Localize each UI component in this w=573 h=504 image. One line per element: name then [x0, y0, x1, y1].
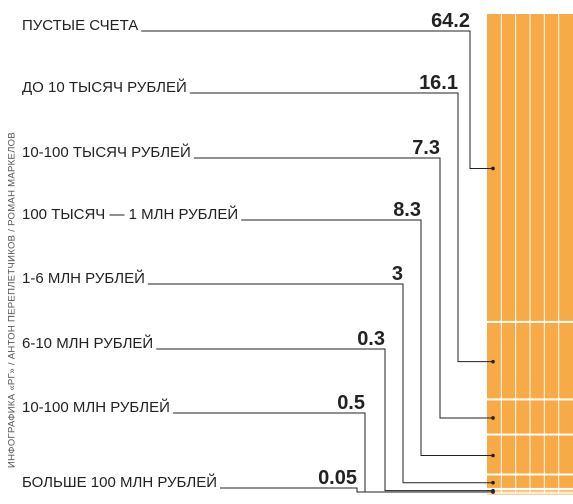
category-label: БОЛЬШЕ 100 МЛН РУБЛЕЙ [22, 473, 217, 491]
connector [147, 283, 493, 484]
connector [156, 348, 493, 492]
value-label: 7.3 [412, 137, 440, 159]
connector [189, 92, 493, 363]
credit: ИНФОГРАФИКА «РГ» / АНТОН ПЕРЕПЛЕТЧИКОВ /… [7, 132, 18, 468]
category-label: ДО 10 ТЫСЯЧ РУБЛЕЙ [22, 78, 187, 96]
category-label: ПУСТЫЕ СЧЕТА [22, 17, 138, 34]
value-label: 0.3 [357, 328, 385, 350]
value-label: 16.1 [419, 72, 458, 94]
connector [220, 487, 493, 493]
value-label: 0.5 [337, 392, 365, 414]
category-label: 10-100 МЛН РУБЛЕЙ [22, 398, 170, 416]
dot [491, 490, 495, 494]
dot [491, 359, 495, 364]
value-label: 64.2 [431, 10, 470, 32]
category-label: 6-10 МЛН РУБЛЕЙ [22, 334, 153, 352]
category-label: 10-100 ТЫСЯЧ РУБЛЕЙ [22, 143, 191, 161]
category-label: 1-6 МЛН РУБЛЕЙ [22, 269, 145, 287]
value-label: 3 [392, 263, 403, 285]
value-label: 8.3 [393, 199, 421, 221]
dot [491, 453, 495, 458]
segment [487, 493, 573, 495]
connector [241, 219, 493, 457]
connector [141, 30, 493, 169]
value-label: 0.05 [318, 467, 357, 489]
connector [193, 157, 493, 419]
dot [491, 166, 495, 171]
dot [491, 480, 495, 485]
category-label: 100 ТЫСЯЧ — 1 МЛН РУБЛЕЙ [22, 205, 238, 223]
dot [491, 416, 495, 420]
